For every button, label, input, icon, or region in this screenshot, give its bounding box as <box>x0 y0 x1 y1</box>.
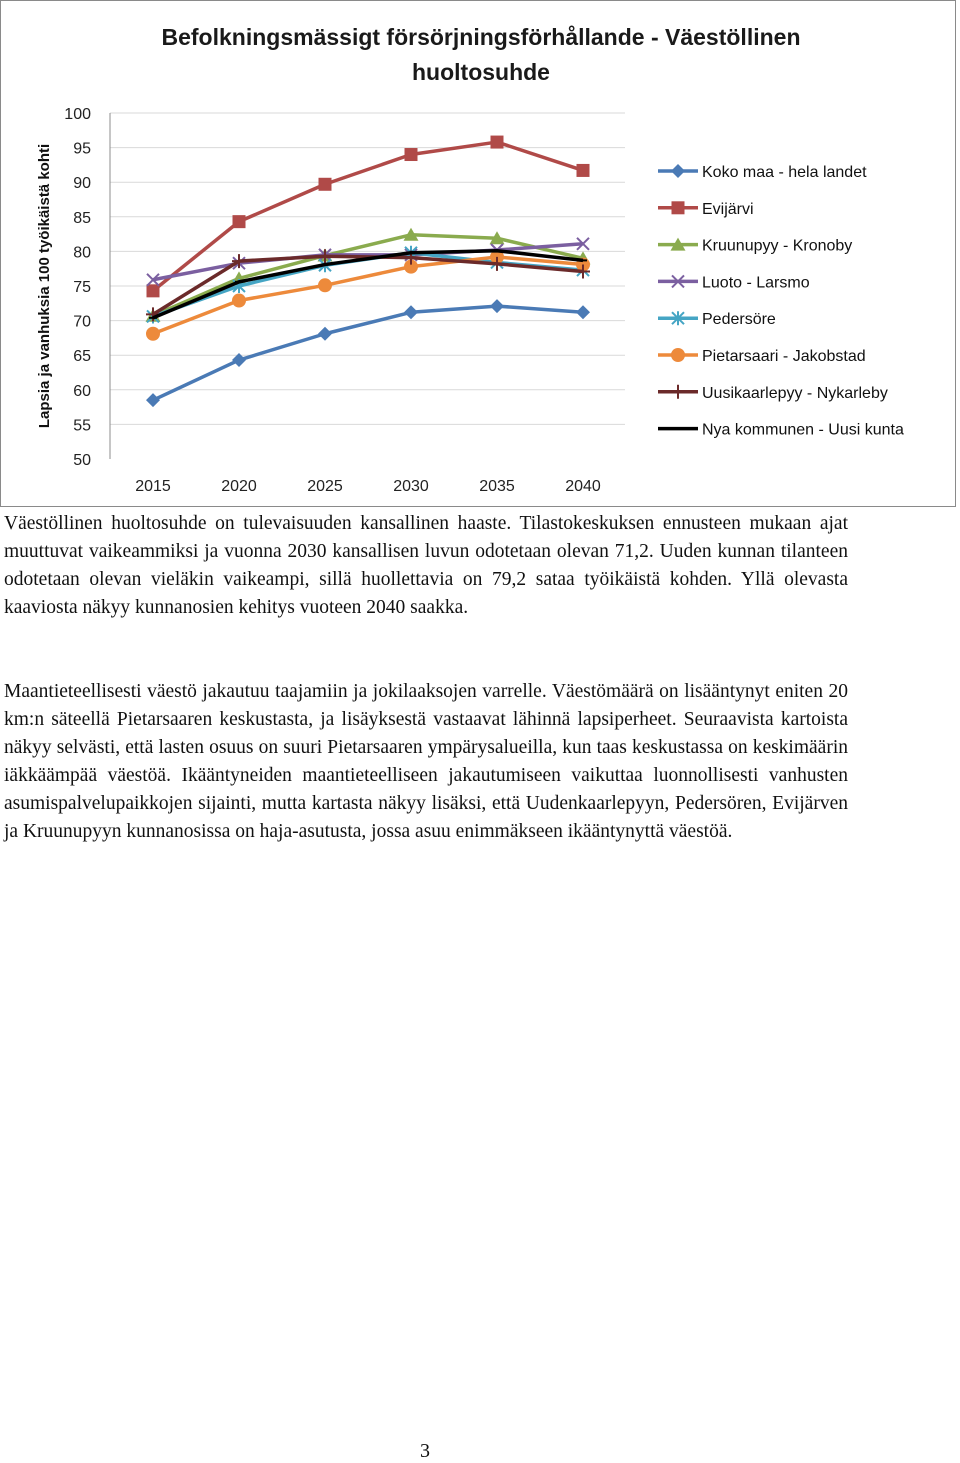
series-7-point <box>490 256 504 271</box>
series-3-point <box>403 227 419 241</box>
series-1-line <box>152 304 584 402</box>
series-4-line <box>152 242 584 282</box>
legend-label: Pietarsaari - Jakobstad <box>702 348 866 365</box>
x-tick-label: 2035 <box>479 478 515 495</box>
series-1-point <box>232 353 246 368</box>
legend-label: Luoto - Larsmo <box>702 274 810 291</box>
series-4-point <box>576 237 590 251</box>
y-tick-label: 85 <box>73 210 91 227</box>
series-6-point <box>232 293 246 308</box>
series-2-point <box>146 284 160 298</box>
y-tick-label: 60 <box>73 383 91 400</box>
paragraph-1: Väestöllinen huoltosuhde on tulevaisuude… <box>4 513 848 618</box>
series-3-point <box>489 231 505 245</box>
series-6-line <box>152 255 584 336</box>
series-1-point <box>318 326 332 341</box>
line-chart: Befolkningsmässigt försörjningsförhållan… <box>36 24 904 495</box>
series-2-point <box>232 215 246 229</box>
series-2-point <box>490 135 504 149</box>
series-8-line <box>152 248 584 320</box>
y-tick-label: 100 <box>64 106 91 123</box>
legend-label: Uusikaarlepyy - Nykarleby <box>702 385 888 402</box>
series-1-point <box>490 299 504 314</box>
x-tick-label: 2020 <box>221 478 257 495</box>
legend-marker <box>671 384 685 399</box>
legend-label: Kruunupyy - Kronoby <box>702 238 852 255</box>
series-4-point <box>146 273 160 287</box>
series-1-point <box>404 305 418 320</box>
chart-title-line: huoltosuhde <box>412 59 550 85</box>
legend-marker <box>671 348 685 362</box>
chart-frame: Befolkningsmässigt försörjningsförhållan… <box>0 0 956 507</box>
y-tick-label: 55 <box>73 417 91 434</box>
series-6-point <box>404 259 418 274</box>
x-tick-label: 2040 <box>565 478 601 495</box>
series-7-point <box>232 254 246 269</box>
series-6-point <box>318 278 332 293</box>
y-tick-label: 80 <box>73 244 91 261</box>
series-7-point <box>318 249 332 264</box>
legend-label: Koko maa - hela landet <box>702 164 867 181</box>
x-tick-label: 2025 <box>307 478 343 495</box>
legend-marker <box>671 274 685 289</box>
legend-marker <box>671 164 685 178</box>
series-2-line <box>151 140 584 293</box>
legend-marker <box>671 311 685 326</box>
series-1-point <box>576 305 590 320</box>
legend-marker <box>670 237 686 251</box>
y-axis-label: Lapsia ja vanhuksia 100 työikäistä kohti <box>36 144 53 428</box>
series-6-point <box>146 326 160 341</box>
y-tick-label: 50 <box>73 452 91 469</box>
y-tick-label: 90 <box>73 175 91 192</box>
series-2-point <box>318 177 332 191</box>
series-1-point <box>146 393 160 408</box>
y-tick-label: 70 <box>73 314 91 331</box>
series-7-point <box>576 264 590 279</box>
chart-title-line: Befolkningsmässigt försörjningsförhållan… <box>162 24 801 50</box>
series-7-line <box>152 254 584 316</box>
series-2-point <box>576 163 590 177</box>
y-tick-label: 65 <box>73 348 91 365</box>
series-2-point <box>404 148 418 162</box>
legend-label: Evijärvi <box>702 201 754 218</box>
y-tick-label: 95 <box>73 141 91 158</box>
series-3-line <box>152 233 584 318</box>
legend-marker <box>671 201 685 215</box>
page-number: 3 <box>420 1440 430 1462</box>
x-tick-label: 2015 <box>135 478 171 495</box>
x-tick-label: 2030 <box>393 478 429 495</box>
paragraph-2: Maantieteellisesti väestö jakautuu taaja… <box>4 681 848 842</box>
legend-label: Nya kommunen - Uusi kunta <box>702 422 904 439</box>
legend-label: Pedersöre <box>702 311 776 328</box>
y-tick-label: 75 <box>73 279 91 296</box>
